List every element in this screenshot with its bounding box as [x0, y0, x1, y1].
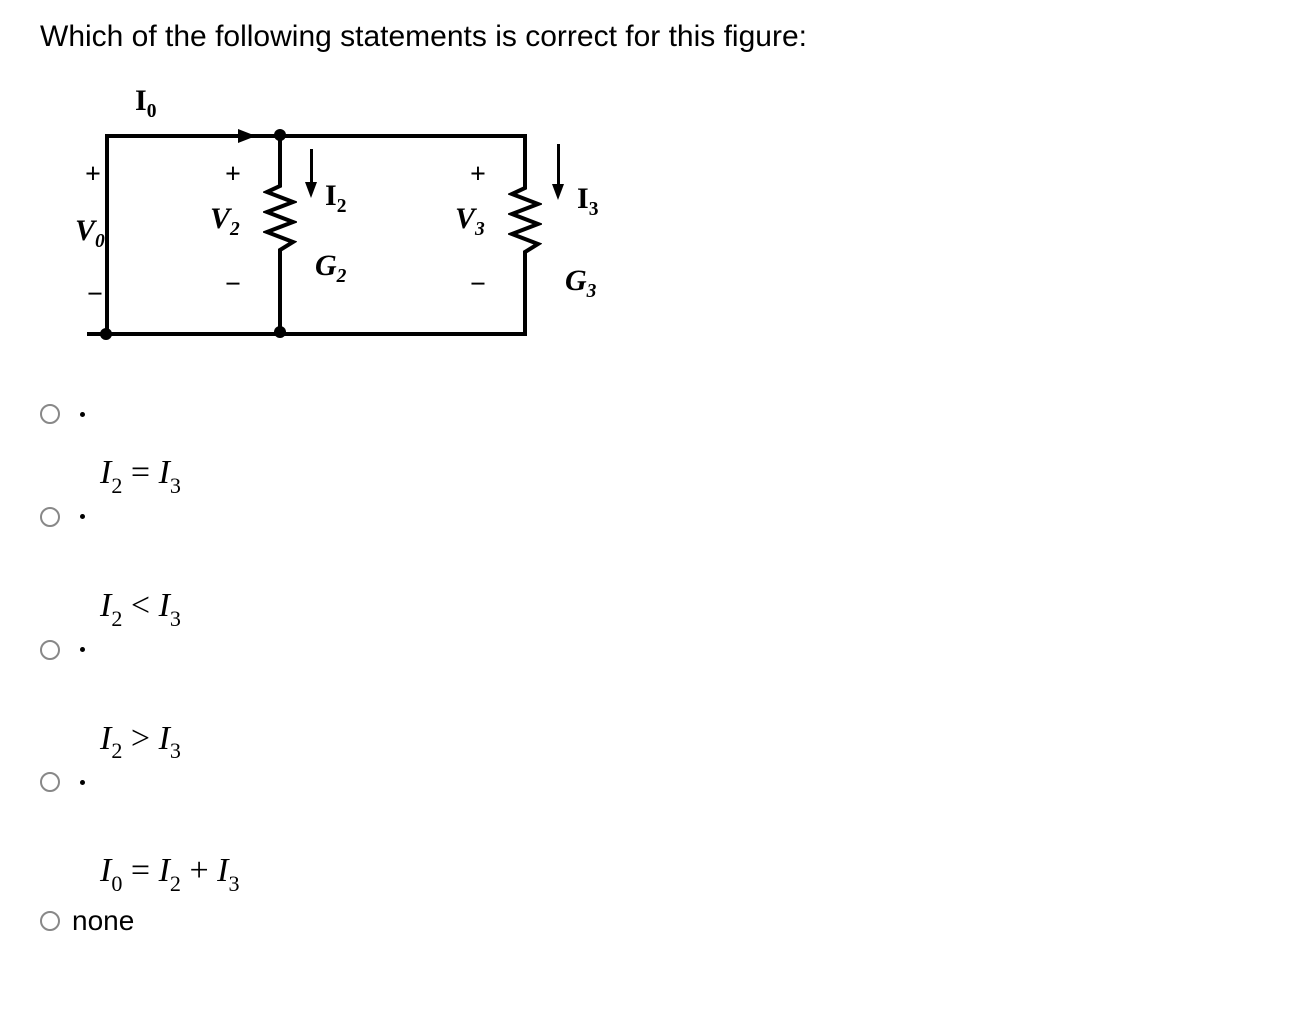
wire-bot-left — [105, 332, 282, 336]
option-none[interactable]: none — [40, 905, 1258, 937]
wire-g2-bot — [278, 258, 282, 334]
d-t1-sub: 2 — [170, 871, 181, 896]
radio-a[interactable] — [40, 507, 60, 527]
d-lhs-sub: 0 — [111, 871, 122, 896]
wire-top-right — [280, 134, 525, 138]
d-plus: + — [181, 852, 217, 889]
dot-icon — [80, 514, 85, 519]
i0-sym: I — [135, 84, 147, 117]
answer-options: I2 = I3 I2 < I3 I2 > I3 I0 = I2 + I3 no — [40, 404, 1258, 937]
radio-c[interactable] — [40, 772, 60, 792]
b-op: < — [122, 587, 158, 624]
wire-arrow-shaft — [175, 135, 240, 137]
i3-shaft — [557, 144, 560, 186]
d-t2-sub: 3 — [228, 871, 239, 896]
wire-g3-top — [523, 134, 527, 184]
c-lhs: I — [100, 720, 111, 757]
dot-icon — [80, 780, 85, 785]
v3-minus: − — [470, 269, 486, 301]
i2-shaft — [310, 149, 313, 184]
label-i0: I0 — [135, 84, 156, 123]
v2-sub: 2 — [230, 219, 240, 240]
arrow-i3 — [552, 184, 564, 200]
option-b-equation: I2 < I3 — [100, 587, 1258, 630]
label-v0: V0 — [75, 214, 105, 253]
label-g3: G3 — [565, 264, 596, 303]
wire-bot-right — [280, 332, 525, 336]
question-text: Which of the following statements is cor… — [40, 20, 1258, 54]
label-g2: G2 — [315, 249, 346, 288]
page: Which of the following statements is cor… — [0, 0, 1298, 1016]
label-i2: I2 — [325, 179, 346, 218]
wire-g2-top — [278, 134, 282, 182]
i2-sym: I — [325, 179, 337, 212]
v3-plus: + — [470, 159, 486, 191]
label-v2: V2 — [210, 202, 240, 241]
g2-sub: 2 — [337, 266, 347, 287]
v2-plus: + — [225, 159, 241, 191]
c-rhs: I — [159, 720, 170, 757]
g2-sym: G — [315, 249, 337, 282]
a-rhs: I — [159, 454, 170, 491]
vsrc-minus: − — [87, 279, 103, 311]
d-lhs: I — [100, 852, 111, 889]
none-label: none — [72, 905, 134, 937]
radio-none[interactable] — [40, 911, 60, 931]
option-blank[interactable] — [40, 404, 1258, 424]
circuit-figure: I0 + V0 − — [75, 94, 1258, 374]
option-a-equation: I2 = I3 — [100, 454, 1258, 497]
v3-sub: 3 — [475, 219, 485, 240]
v2-minus: − — [225, 269, 241, 301]
option-d-equation: I0 = I2 + I3 — [100, 852, 1258, 895]
wire-stub — [87, 332, 107, 336]
c-lhs-sub: 2 — [111, 738, 122, 763]
a-rhs-sub: 3 — [170, 473, 181, 498]
option-c-equation: I2 > I3 — [100, 720, 1258, 763]
b-rhs-sub: 3 — [170, 606, 181, 631]
v0-sym: V — [75, 214, 95, 247]
i0-sub: 0 — [147, 101, 157, 122]
dot-icon — [80, 647, 85, 652]
b-lhs-sub: 2 — [111, 606, 122, 631]
wire-g3-bot — [523, 260, 527, 336]
label-v3: V3 — [455, 202, 485, 241]
option-a[interactable] — [40, 507, 1258, 527]
v2-sym: V — [210, 202, 230, 235]
c-rhs-sub: 3 — [170, 738, 181, 763]
d-op: = — [122, 852, 158, 889]
a-op: = — [122, 454, 158, 491]
arrow-i0 — [238, 129, 256, 143]
c-op: > — [122, 720, 158, 757]
wire-source — [105, 134, 109, 334]
resistor-g2 — [263, 180, 297, 260]
radio-b[interactable] — [40, 640, 60, 660]
a-lhs-sub: 2 — [111, 473, 122, 498]
option-c[interactable] — [40, 772, 1258, 792]
option-b[interactable] — [40, 640, 1258, 660]
g3-sub: 3 — [587, 281, 597, 302]
radio-blank[interactable] — [40, 404, 60, 424]
a-lhs: I — [100, 454, 111, 491]
resistor-g3 — [508, 182, 542, 262]
vsrc-plus: + — [85, 159, 101, 191]
g3-sym: G — [565, 264, 587, 297]
d-t2: I — [217, 852, 228, 889]
dot-icon — [80, 412, 85, 417]
d-t1: I — [159, 852, 170, 889]
label-i3: I3 — [577, 182, 598, 221]
i2-sub: 2 — [337, 196, 347, 217]
v3-sym: V — [455, 202, 475, 235]
b-lhs: I — [100, 587, 111, 624]
arrow-i2 — [305, 182, 317, 198]
i3-sub: 3 — [589, 199, 599, 220]
i3-sym: I — [577, 182, 589, 215]
v0-sub: 0 — [95, 231, 105, 252]
b-rhs: I — [159, 587, 170, 624]
circuit-canvas: I0 + V0 − — [75, 94, 675, 374]
